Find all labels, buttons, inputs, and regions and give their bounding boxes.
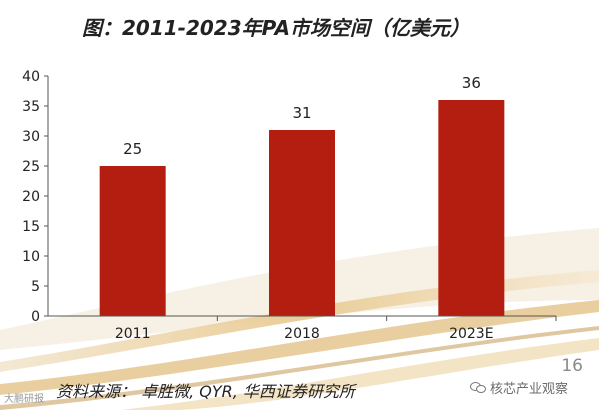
y-tick-label: 10 [22, 249, 40, 265]
y-tick-label: 25 [22, 159, 40, 175]
data-label: 25 [123, 140, 142, 158]
y-tick-label: 35 [22, 99, 40, 115]
bar [438, 100, 505, 316]
x-tick-label: 2023E [449, 326, 493, 342]
data-label: 31 [292, 104, 311, 122]
x-tick-label: 2018 [284, 326, 320, 342]
y-tick-label: 30 [22, 129, 40, 145]
wechat-icon [470, 381, 486, 394]
data-label: 36 [462, 74, 481, 92]
page-number: 16 [561, 356, 583, 376]
watermark-left: 大鹏研报 [4, 394, 44, 405]
chart-title: 图：2011-2023年PA市场空间（亿美元） [82, 16, 470, 40]
watermark-right-text: 核芯产业观察 [490, 382, 569, 397]
y-tick-label: 0 [31, 309, 40, 325]
x-tick-label: 2011 [115, 326, 151, 342]
source-note: 资料来源： 卓胜微, QYR, 华西证券研究所 [56, 382, 355, 401]
y-tick-label: 20 [22, 189, 40, 205]
bar [99, 166, 166, 316]
bar [269, 130, 335, 316]
y-tick-label: 15 [22, 219, 40, 235]
watermark-right: 核芯产业观察 [470, 378, 568, 397]
y-tick-label: 5 [31, 279, 40, 295]
y-tick-label: 40 [22, 69, 40, 85]
